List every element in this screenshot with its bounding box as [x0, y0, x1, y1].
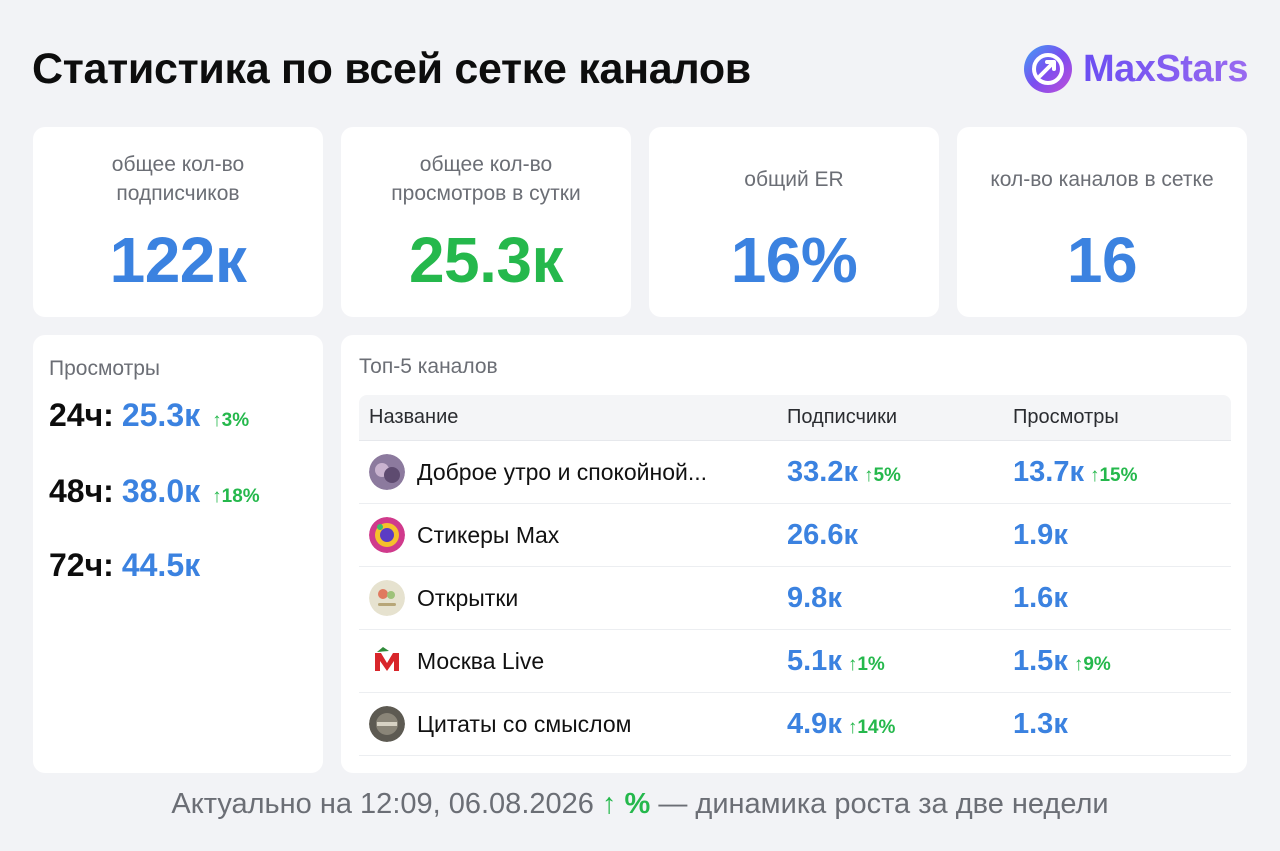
table-header: Название Подписчики Просмотры: [359, 395, 1231, 441]
stat-label: общее кол-во подписчиков: [111, 153, 245, 205]
subscribers-value: 9.8к: [787, 581, 842, 614]
views-period: 24ч:: [49, 397, 114, 433]
channel-name: Цитаты со смыслом: [417, 710, 632, 737]
channel-avatar-icon: [369, 517, 405, 553]
top-channels-card: Топ-5 каналов Название Подписчики Просмо…: [341, 335, 1247, 773]
column-header-name: Название: [369, 406, 459, 428]
header: Статистика по всей сетке каналов MaxStar…: [32, 38, 1248, 100]
views-row-24h: 24ч: 25.3к ↑3%: [49, 397, 249, 434]
footer-growth-legend: ↑ %: [601, 788, 651, 820]
page-title: Статистика по всей сетке каналов: [32, 44, 751, 93]
channel-avatar-icon: [369, 580, 405, 616]
subscribers-value: 4.9к: [787, 707, 842, 740]
views-title: Просмотры: [49, 357, 160, 380]
channel-name: Стикеры Max: [417, 521, 560, 548]
stat-value: 16: [1066, 224, 1138, 296]
stat-value: 122к: [109, 224, 247, 296]
stat-card-daily-views: общее кол-во просмотров в сутки 25.3к: [341, 127, 631, 317]
table-row[interactable]: Цитаты со смыслом 4.9к ↑14% 1.3к: [359, 693, 1231, 756]
stat-card-channel-count: кол-во каналов в сетке 16: [957, 127, 1247, 317]
table-row[interactable]: Открытки 9.8к 1.6к: [359, 567, 1231, 630]
views-row-72h: 72ч: 44.5к: [49, 547, 200, 584]
footer-timestamp: Актуально на 12:09, 06.08.2026: [171, 788, 594, 820]
views-value: 1.9к: [1013, 518, 1068, 551]
brand-name: MaxStars: [1083, 47, 1248, 90]
views-period: 72ч:: [49, 547, 114, 583]
views-value: 13.7к: [1013, 455, 1084, 488]
brand: MaxStars: [1023, 44, 1248, 94]
footer-note: Актуально на 12:09, 06.08.2026 ↑ % — дин…: [0, 788, 1280, 821]
channel-avatar-icon: [369, 643, 405, 679]
subscribers-value: 33.2к: [787, 455, 858, 488]
maxstars-logo-icon: [1024, 45, 1073, 93]
views-value: 44.5к: [121, 547, 201, 583]
subscribers-value: 26.6к: [787, 518, 858, 551]
stat-value: 16%: [730, 224, 858, 296]
views-card: Просмотры 24ч: 25.3к ↑3% 48ч: 38.0к ↑18%…: [33, 335, 323, 773]
table-row[interactable]: Стикеры Max 26.6к 1.9к: [359, 504, 1231, 567]
growth-delta: ↑18%: [212, 486, 260, 507]
views-value: 1.6к: [1013, 581, 1068, 614]
growth-delta: ↑15%: [1089, 464, 1138, 486]
channel-avatar-icon: [369, 706, 405, 742]
growth-delta: ↑14%: [847, 716, 896, 738]
channel-name: Москва Live: [417, 647, 545, 674]
views-period: 48ч:: [49, 473, 114, 509]
stat-card-subscribers: общее кол-во подписчиков 122к: [33, 127, 323, 317]
stat-label: кол-во каналов в сетке: [990, 167, 1214, 191]
channel-name: Доброе утро и спокойной...: [417, 458, 708, 485]
growth-delta: ↑9%: [1073, 653, 1111, 675]
table-row[interactable]: Москва Live 5.1к ↑1% 1.5к ↑9%: [359, 630, 1231, 693]
stat-value: 25.3к: [408, 224, 564, 296]
growth-delta: ↑1%: [847, 653, 885, 675]
footer-description: — динамика роста за две недели: [658, 788, 1109, 820]
growth-delta: ↑3%: [212, 410, 250, 431]
stat-label: общее кол-во просмотров в сутки: [391, 153, 581, 205]
top-channels-title: Топ-5 каналов: [359, 355, 498, 378]
views-value: 1.3к: [1013, 707, 1068, 740]
views-value: 25.3к: [121, 397, 201, 433]
views-value: 1.5к: [1013, 644, 1068, 677]
top-channels-table: Название Подписчики Просмотры Доброе утр…: [359, 395, 1231, 756]
channel-name: Открытки: [417, 584, 519, 611]
table-row[interactable]: Доброе утро и спокойной... 33.2к ↑5% 13.…: [359, 441, 1231, 504]
column-header-views: Просмотры: [1013, 406, 1119, 428]
subscribers-value: 5.1к: [787, 644, 842, 677]
views-row-48h: 48ч: 38.0к ↑18%: [49, 473, 260, 510]
column-header-subscribers: Подписчики: [787, 406, 898, 428]
stat-label: общий ER: [744, 167, 844, 191]
views-value: 38.0к: [121, 473, 201, 509]
channel-avatar-icon: [369, 454, 405, 490]
growth-delta: ↑5%: [863, 464, 901, 486]
stat-card-er: общий ER 16%: [649, 127, 939, 317]
